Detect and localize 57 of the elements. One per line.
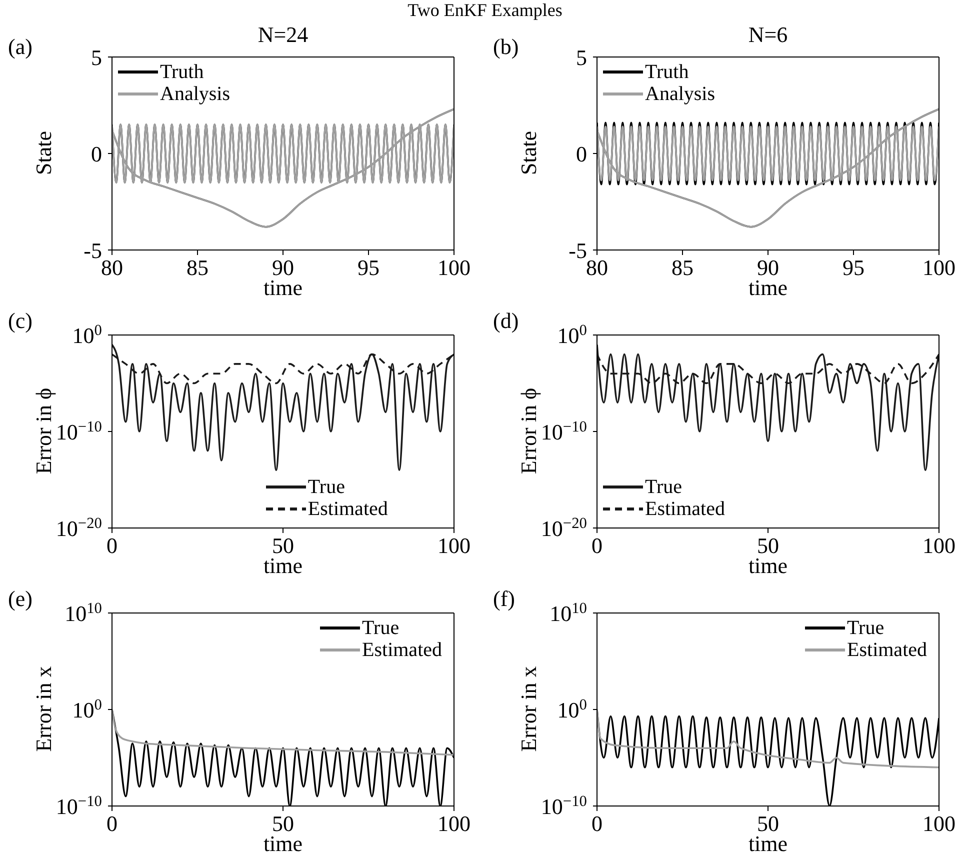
y-tick-label: 10$^{−10}$ (540, 792, 588, 819)
x-tick-label: 85 (186, 255, 208, 280)
text: (b) (493, 34, 519, 60)
y-tick-label: 10$^{0}$ (557, 696, 588, 722)
y-tick-label: 10$^{−10}$ (56, 792, 102, 819)
legend-label: Truth (160, 61, 204, 83)
x-tick-label: 100 (922, 811, 956, 836)
legend-label: Estimated (645, 498, 725, 520)
legend-label: True (308, 476, 345, 498)
chart-title: N=24 (256, 22, 310, 48)
y-tick-label: -5 (84, 238, 102, 263)
legend-label: True (847, 617, 884, 639)
x-tick-label: 100 (922, 255, 956, 280)
y-tick-label: 10$^{−20}$ (540, 514, 588, 541)
text: (d) (493, 308, 519, 334)
x-tick-label: 80 (586, 255, 608, 280)
y-tick-label: 0 (576, 142, 587, 166)
x-tick-label: 100 (438, 255, 470, 280)
y-axis-title: Error in x (31, 664, 57, 754)
text: (c) (8, 308, 32, 334)
chart-title: N=6 (747, 22, 789, 48)
y-tick-label: 10$^{10}$ (550, 600, 588, 626)
y-tick-label: 10$^{−10}$ (540, 418, 588, 444)
x-tick-label: 85 (672, 255, 694, 280)
x-tick-label: 80 (101, 255, 123, 280)
legend-label: Estimated (847, 639, 927, 661)
y-axis-title: Error in ϕ (516, 387, 541, 474)
legend-label: True (645, 476, 682, 498)
y-tick-label: 10$^{0}$ (72, 696, 102, 722)
legend-label: Truth (645, 61, 689, 83)
x-tick-label: 100 (438, 533, 470, 558)
y-axis-title: Error in x (516, 664, 542, 754)
text: (e) (8, 586, 32, 612)
y-tick-label: -5 (568, 238, 587, 263)
legend-label: Analysis (160, 83, 230, 105)
y-axis-title: Error in ϕ (31, 386, 57, 476)
legend-label: Analysis (645, 83, 715, 105)
legend-label: True (362, 617, 400, 639)
y-tick-label: 10$^{10}$ (64, 600, 102, 626)
legend-label: Estimated (362, 639, 442, 661)
x-tick-label: 95 (842, 255, 864, 280)
x-tick-label: 100 (922, 533, 956, 558)
y-tick-label: 10$^{−10}$ (56, 418, 102, 444)
x-tick-label: 95 (358, 255, 380, 280)
text: (a) (8, 34, 32, 60)
y-tick-label: 0 (91, 142, 102, 166)
legend-label: Estimated (308, 498, 388, 520)
y-tick-label: 10$^{0}$ (72, 322, 102, 348)
y-axis-title: State (31, 130, 57, 176)
y-tick-label: 10$^{−20}$ (56, 514, 102, 541)
text: (f) (493, 586, 515, 612)
y-tick-label: 5 (91, 45, 102, 70)
x-tick-label: 100 (438, 811, 470, 836)
text: Two EnKF Examples (406, 0, 564, 21)
y-tick-label: 5 (576, 45, 587, 70)
y-tick-label: 10$^{0}$ (557, 322, 588, 348)
y-axis-title: State (516, 130, 541, 174)
